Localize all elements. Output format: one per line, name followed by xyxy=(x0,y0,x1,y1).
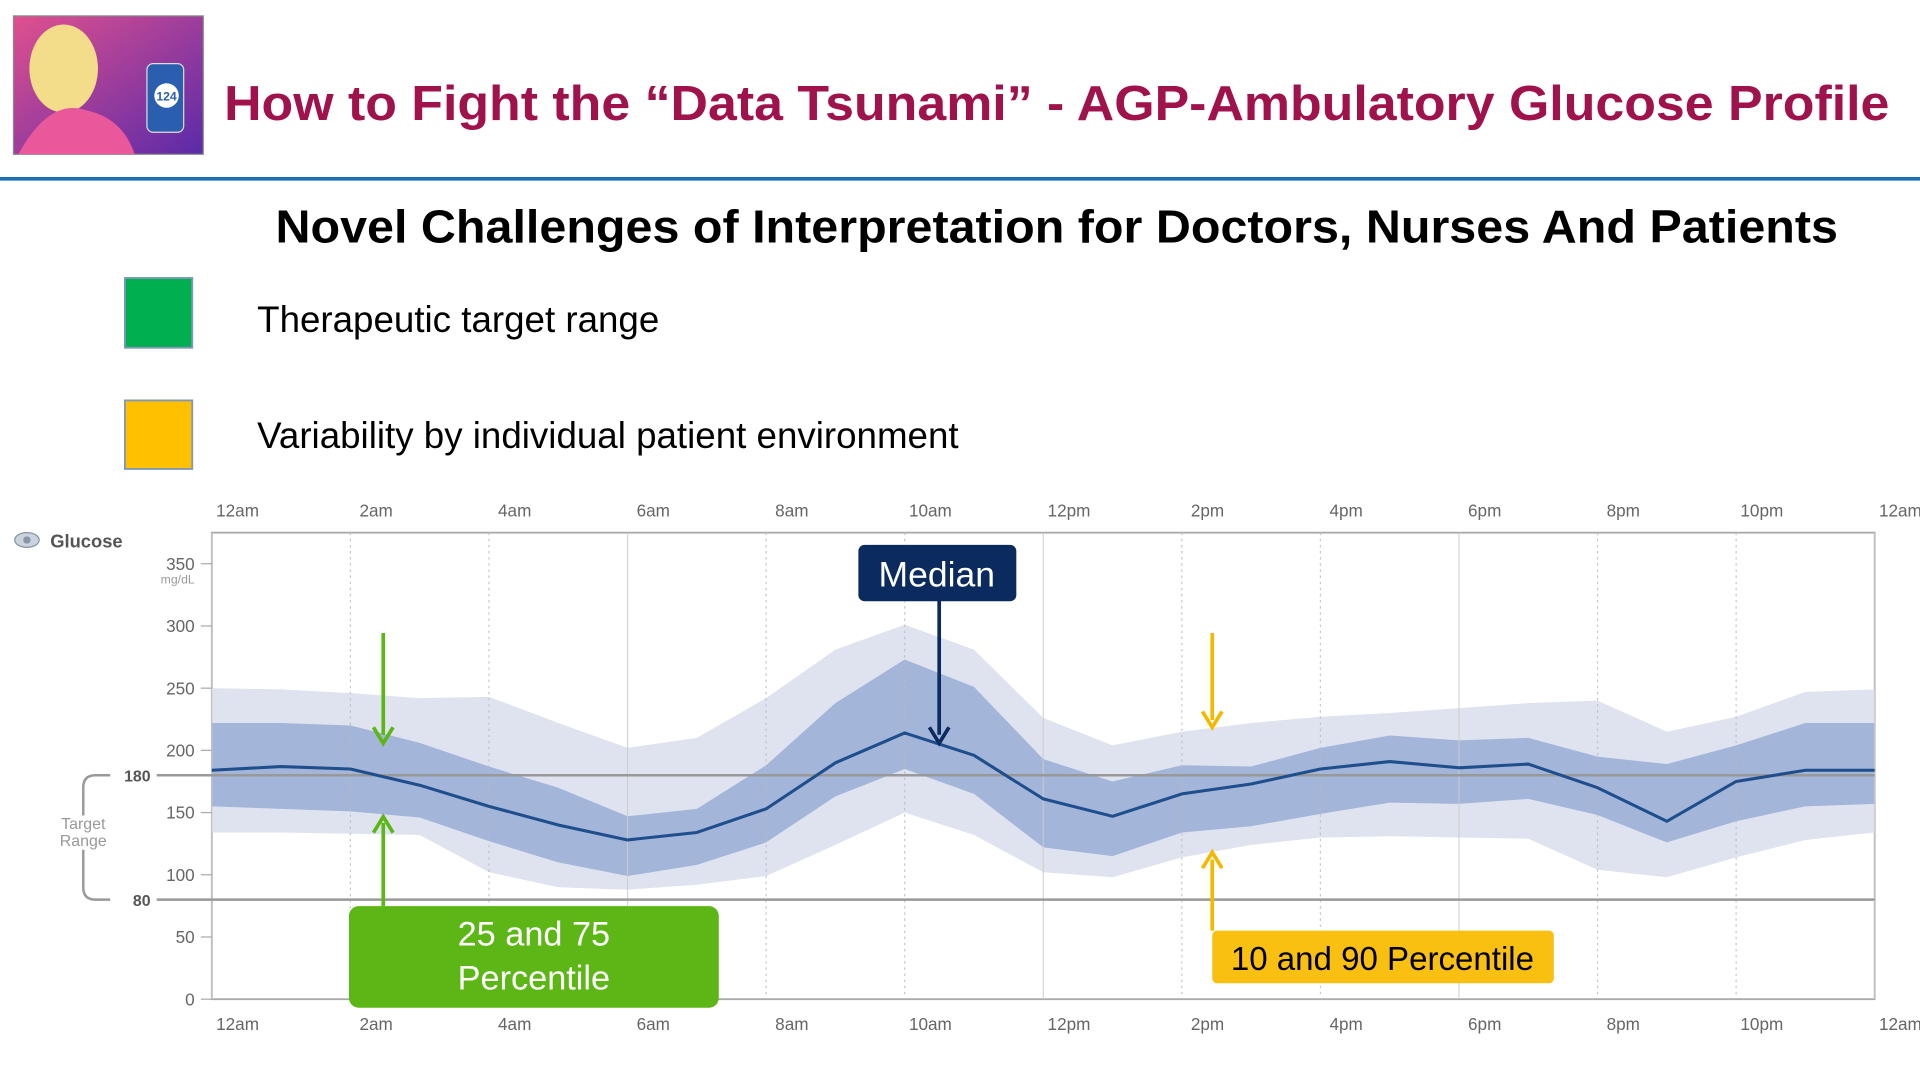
arrow-head xyxy=(371,726,395,747)
arrow-head xyxy=(1200,710,1224,731)
arrow-head xyxy=(1200,848,1224,870)
x-tick-label: 4am xyxy=(498,501,531,521)
y-label: Glucose xyxy=(50,530,122,551)
y-unit: mg/dL xyxy=(161,572,195,586)
p25-75-label: 25 and 75 Percentile xyxy=(457,914,611,997)
x-tick-label: 8am xyxy=(775,501,808,521)
x-tick-label: 12am xyxy=(216,1014,259,1034)
legend-swatch xyxy=(123,399,194,470)
target-label: Target Range xyxy=(51,815,116,850)
x-tick-label: 2am xyxy=(359,501,392,521)
p25-75-label-wrap: 25 and 75 Percentile xyxy=(457,914,611,997)
y-tick-label: 50 xyxy=(176,927,195,947)
p25-75-box xyxy=(348,906,719,1008)
y-tick-label: 300 xyxy=(166,616,195,636)
legend-swatch xyxy=(123,277,194,349)
legend-label: Variability by individual patient enviro… xyxy=(257,415,958,456)
target-tick-label: 80 xyxy=(133,893,151,910)
median-box xyxy=(858,544,1017,602)
header-icon: 124 xyxy=(12,15,204,155)
slide-title: How to Fight the “Data Tsunami” - AGP-Am… xyxy=(224,77,1889,131)
icon-text: 124 xyxy=(156,89,177,103)
x-tick-label: 10pm xyxy=(1740,1014,1783,1034)
x-tick-label: 8pm xyxy=(1607,501,1640,521)
x-tick-label: 10pm xyxy=(1740,501,1783,521)
x-tick-label: 12am xyxy=(1879,1014,1920,1034)
x-tick-label: 12am xyxy=(1879,501,1920,521)
x-tick-label: 8am xyxy=(775,1014,808,1034)
x-tick-label: 12pm xyxy=(1048,501,1091,521)
annotations: Median 25 and 75 Percentile 10 and 90 Pe… xyxy=(348,544,1554,1008)
x-tick-label: 6am xyxy=(637,501,670,521)
y-tick-label: 150 xyxy=(166,803,195,823)
arrow-head xyxy=(371,813,395,834)
x-tick-label: 10am xyxy=(909,501,952,521)
y-tick-label: 250 xyxy=(166,678,195,698)
y-tick-label: 200 xyxy=(166,740,195,760)
x-tick-label: 12am xyxy=(216,501,259,521)
x-tick-label: 6pm xyxy=(1468,501,1501,521)
median-line xyxy=(211,731,1875,842)
y-tick-label: 0 xyxy=(185,989,195,1009)
subtitle: Novel Challenges of Interpretation for D… xyxy=(276,200,1838,252)
x-tick-label: 4pm xyxy=(1329,1014,1362,1034)
median-label: Median xyxy=(879,555,995,595)
target-tick-label: 180 xyxy=(124,768,151,785)
x-tick-label: 6am xyxy=(637,1014,670,1034)
p10-90-box xyxy=(1212,930,1554,984)
x-tick-label: 10am xyxy=(909,1014,952,1034)
x-tick-label: 2pm xyxy=(1191,501,1224,521)
x-tick-label: 8pm xyxy=(1607,1014,1640,1034)
arrow-head xyxy=(927,726,951,747)
x-tick-label: 2pm xyxy=(1191,1014,1224,1034)
x-tick-label: 6pm xyxy=(1468,1014,1501,1034)
target-label-wrap: Target Range xyxy=(51,815,116,850)
p10-90-label: 10 and 90 Percentile xyxy=(1231,941,1534,978)
y-tick-label: 350 xyxy=(166,554,195,574)
x-tick-label: 12pm xyxy=(1048,1014,1091,1034)
y-tick-label: 100 xyxy=(166,865,195,885)
legend-label: Therapeutic target range xyxy=(257,299,659,340)
x-tick-label: 4am xyxy=(498,1014,531,1034)
glucose-label-group: Glucose xyxy=(14,530,123,551)
x-tick-label: 4pm xyxy=(1329,501,1362,521)
x-tick-label: 2am xyxy=(359,1014,392,1034)
